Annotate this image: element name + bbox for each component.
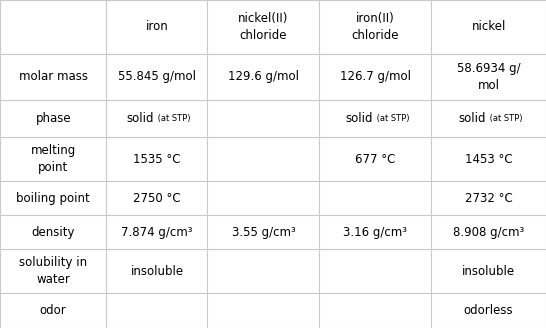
Text: solid: solid [127,112,154,125]
Text: odorless: odorless [464,304,513,317]
Text: (at STP): (at STP) [487,114,523,123]
Text: 126.7 g/mol: 126.7 g/mol [340,70,411,83]
Text: 55.845 g/mol: 55.845 g/mol [118,70,196,83]
Text: insoluble: insoluble [462,264,515,277]
Text: 1453 °C: 1453 °C [465,153,513,166]
Text: 2732 °C: 2732 °C [465,192,513,205]
Text: odor: odor [40,304,67,317]
Text: 8.908 g/cm³: 8.908 g/cm³ [453,226,524,239]
Text: melting
point: melting point [31,144,76,174]
Text: 677 °C: 677 °C [355,153,395,166]
Text: 2750 °C: 2750 °C [133,192,181,205]
Text: 1535 °C: 1535 °C [133,153,181,166]
Text: nickel(II)
chloride: nickel(II) chloride [238,12,289,42]
Text: iron: iron [146,20,168,33]
Text: 129.6 g/mol: 129.6 g/mol [228,70,299,83]
Text: boiling point: boiling point [16,192,90,205]
Text: 3.16 g/cm³: 3.16 g/cm³ [343,226,407,239]
Text: molar mass: molar mass [19,70,88,83]
Text: density: density [32,226,75,239]
Text: 3.55 g/cm³: 3.55 g/cm³ [232,226,295,239]
Text: 58.6934 g/
mol: 58.6934 g/ mol [457,62,520,92]
Text: 7.874 g/cm³: 7.874 g/cm³ [121,226,193,239]
Text: phase: phase [35,112,71,125]
Text: nickel: nickel [472,20,506,33]
Text: (at STP): (at STP) [373,114,410,123]
Text: solid: solid [345,112,372,125]
Text: (at STP): (at STP) [155,114,191,123]
Text: solubility in
water: solubility in water [19,256,87,286]
Text: iron(II)
chloride: iron(II) chloride [352,12,399,42]
Text: insoluble: insoluble [130,264,183,277]
Text: solid: solid [459,112,486,125]
